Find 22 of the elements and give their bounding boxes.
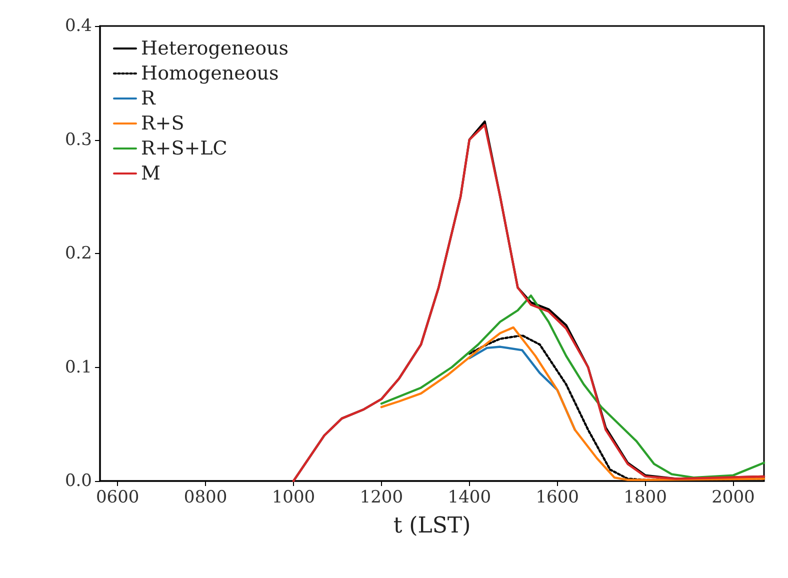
x-tick-label: 1600 bbox=[536, 488, 579, 508]
y-tick-label: 0.0 bbox=[64, 471, 92, 491]
y-tick-label: 0.3 bbox=[64, 130, 92, 150]
line-series bbox=[380, 294, 766, 479]
legend-label: R+S bbox=[141, 112, 184, 134]
x-tick-label: 0800 bbox=[184, 488, 228, 508]
x-tick-label: 1200 bbox=[360, 488, 404, 508]
legend-label: Homogeneous bbox=[141, 62, 279, 84]
x-tick-label: 2000 bbox=[712, 488, 755, 508]
x-tick-label: 1800 bbox=[624, 488, 667, 508]
line-series bbox=[380, 326, 766, 481]
y-tick-label: 0.2 bbox=[64, 244, 92, 264]
y-tick-label: 0.4 bbox=[64, 16, 92, 36]
x-tick-label: 0600 bbox=[96, 488, 140, 508]
x-axis-title: t (LST) bbox=[393, 514, 471, 538]
legend-label: M bbox=[141, 162, 160, 184]
legend-label: Heterogeneous bbox=[141, 38, 289, 60]
legend-label: R+S+LC bbox=[141, 138, 228, 160]
y-tick-label: 0.1 bbox=[64, 357, 92, 378]
legend-label: R bbox=[141, 88, 156, 110]
x-tick-label: 1400 bbox=[448, 488, 492, 508]
x-tick-label: 1000 bbox=[272, 488, 316, 508]
